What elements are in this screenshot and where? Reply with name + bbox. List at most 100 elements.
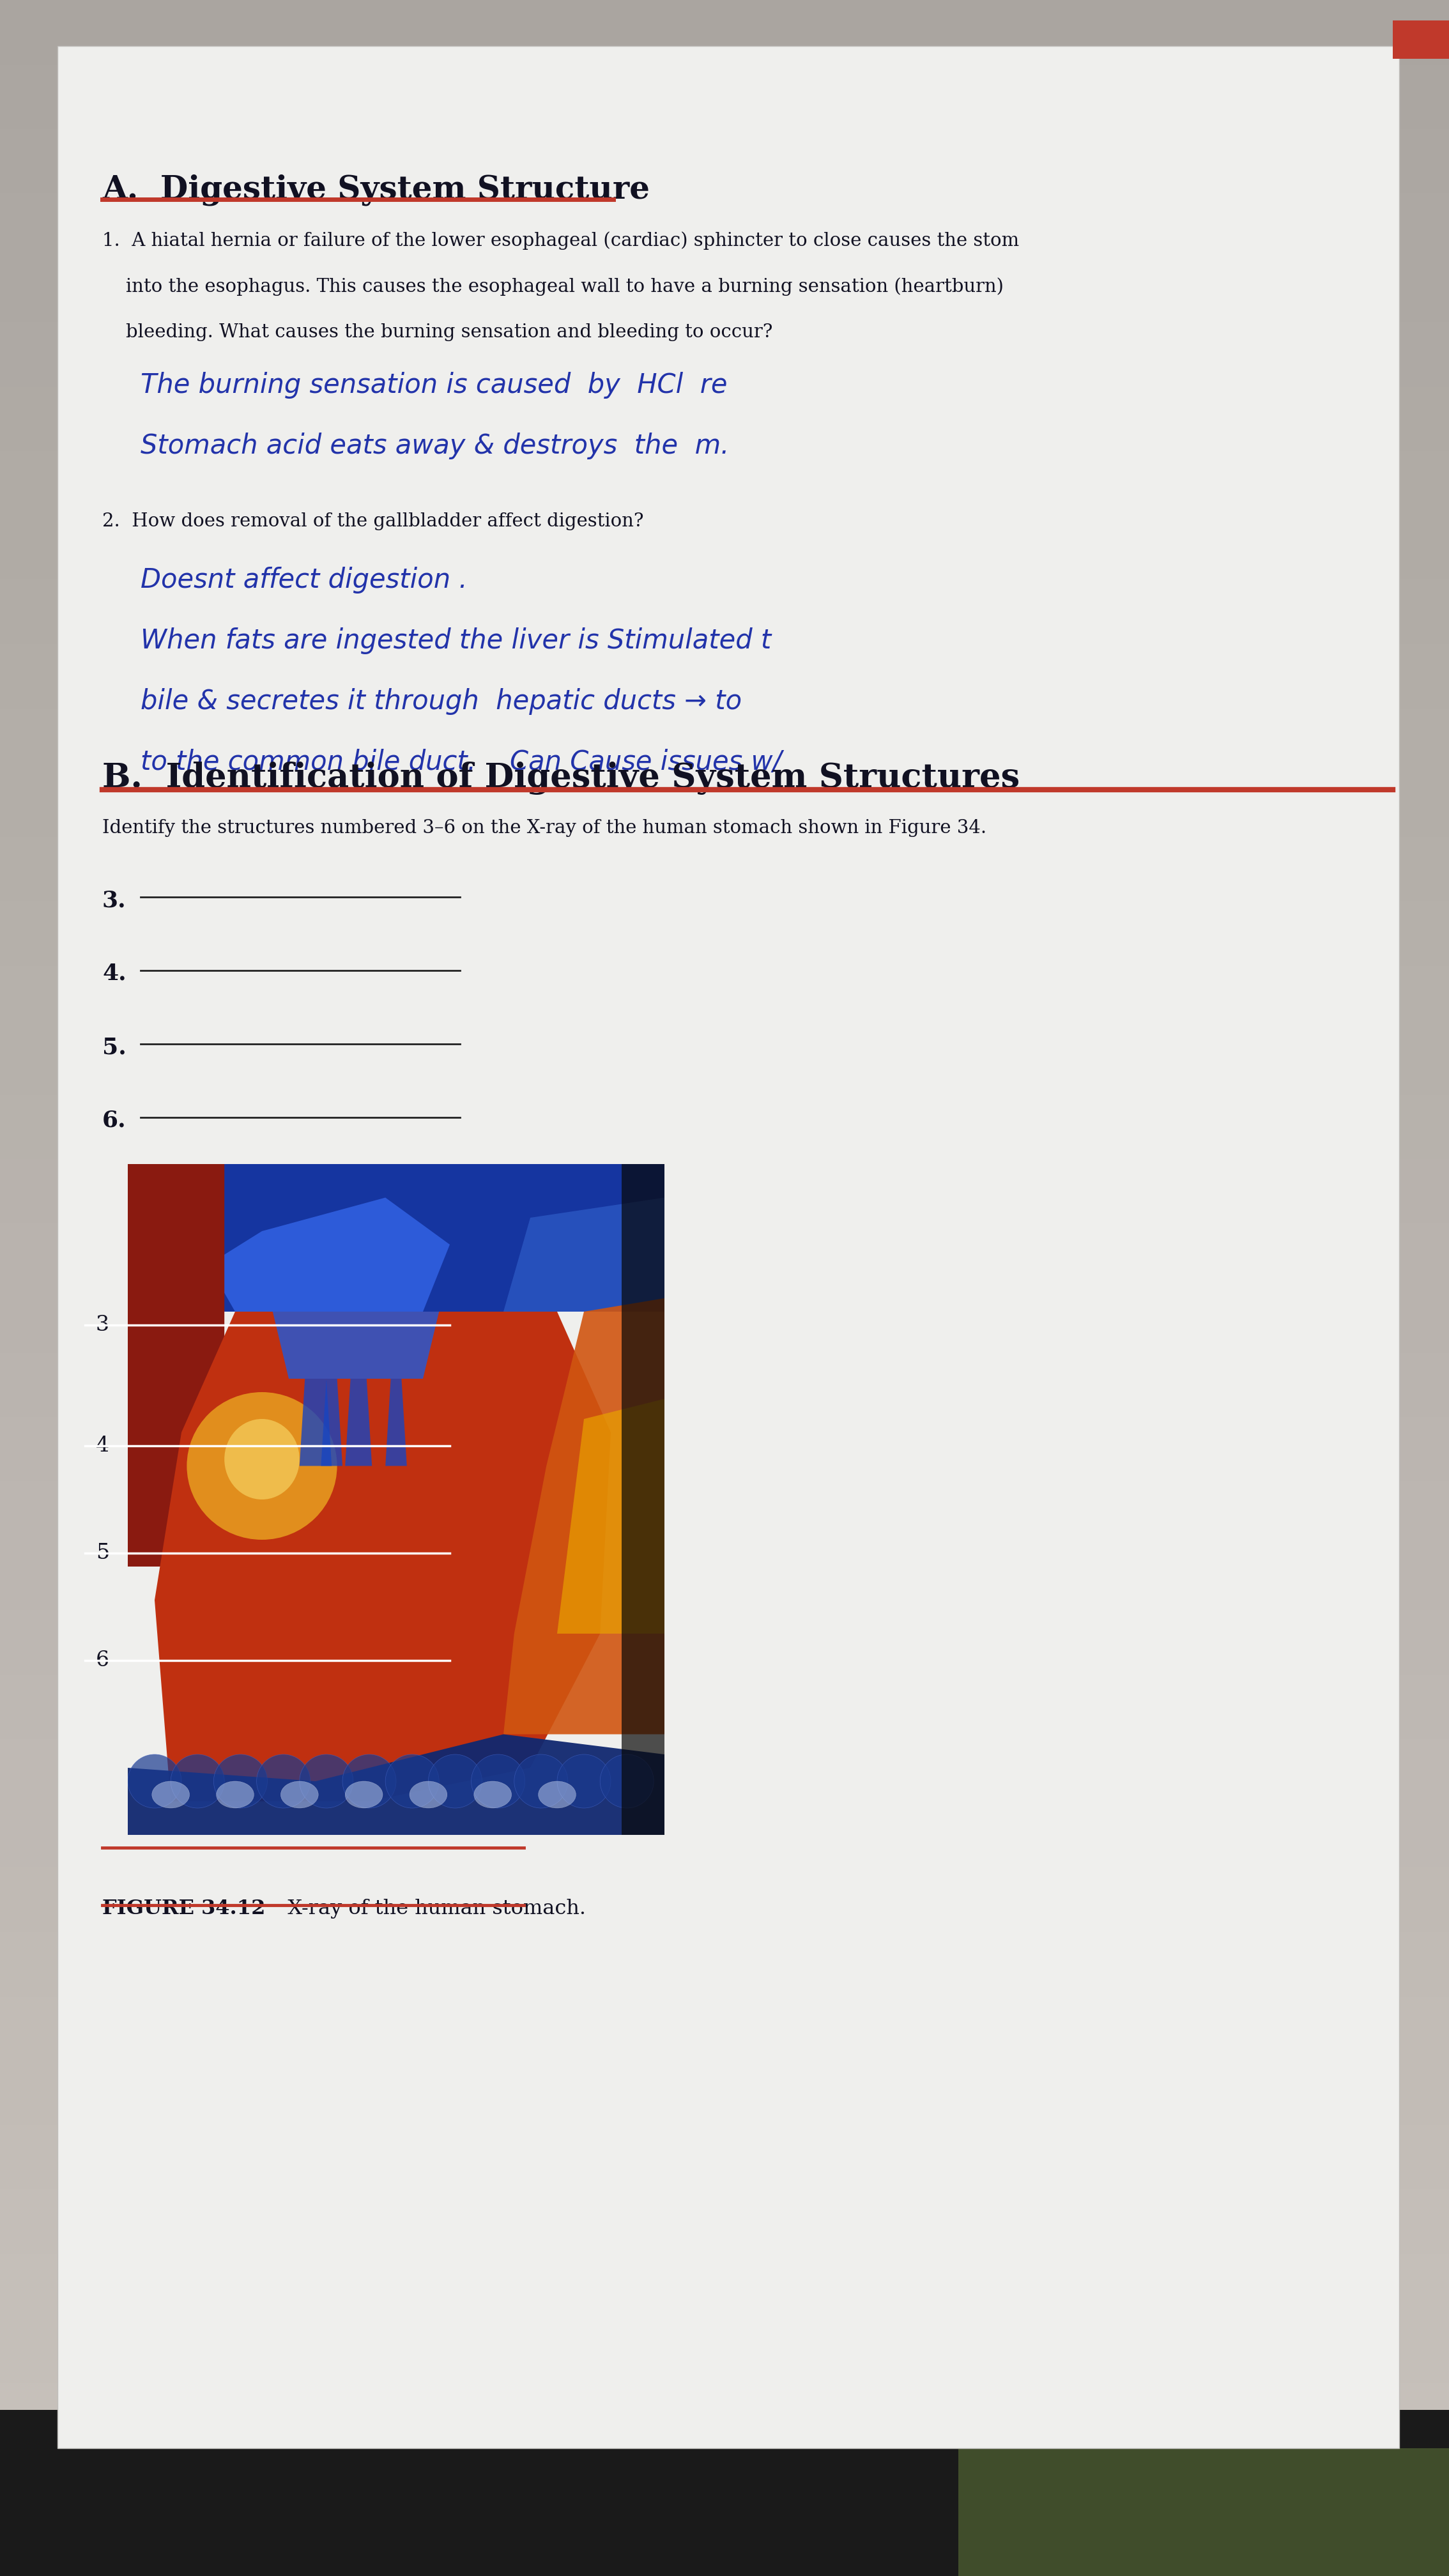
Text: X-ray of the human stomach.: X-ray of the human stomach. [268,1899,585,1919]
Polygon shape [128,1734,665,1834]
Text: A.  Digestive System Structure: A. Digestive System Structure [103,173,649,206]
Text: The burning sensation is caused  by  HCl  re: The burning sensation is caused by HCl r… [141,371,727,399]
Polygon shape [385,1378,407,1466]
Text: 2.  How does removal of the gallbladder affect digestion?: 2. How does removal of the gallbladder a… [103,513,643,531]
FancyBboxPatch shape [1392,21,1449,59]
Bar [0,386,1449,451]
Ellipse shape [474,1780,511,1808]
Polygon shape [128,1164,225,1566]
Text: 5.: 5. [103,1036,126,1059]
Bar [0,0,1449,64]
Text: into the esophagus. This causes the esophageal wall to have a burning sensation : into the esophagus. This causes the esop… [103,278,1004,296]
Bar [0,451,1449,515]
Polygon shape [300,1378,332,1466]
Polygon shape [622,1164,665,1834]
Ellipse shape [281,1780,319,1808]
Ellipse shape [171,1754,225,1808]
Bar [0,1932,1449,1996]
Text: 4: 4 [96,1435,109,1455]
Text: Doesnt affect digestion .: Doesnt affect digestion . [141,567,468,592]
Bar [0,2383,1449,2447]
Bar [0,1417,1449,1481]
Ellipse shape [342,1754,396,1808]
Ellipse shape [213,1754,267,1808]
Bar [0,1481,1449,1546]
Text: 3: 3 [96,1314,110,1334]
Bar [0,837,1449,902]
Bar [0,902,1449,966]
Bar [0,1288,1449,1352]
Ellipse shape [471,1754,525,1808]
Text: 5: 5 [96,1543,110,1564]
Bar [0,773,1449,837]
Text: to the common bile duct.    Can Cause issues w/: to the common bile duct. Can Cause issue… [141,750,781,775]
Ellipse shape [600,1754,653,1808]
Ellipse shape [152,1780,190,1808]
Text: When fats are ingested the liver is Stimulated t: When fats are ingested the liver is Stim… [141,629,771,654]
Text: B.  Identification of Digestive System Structures: B. Identification of Digestive System St… [103,762,1020,796]
Ellipse shape [187,1391,338,1540]
Bar [0,708,1449,773]
Text: 1.  A hiatal hernia or failure of the lower esophageal (cardiac) sphincter to cl: 1. A hiatal hernia or failure of the low… [103,232,1019,250]
Ellipse shape [556,1754,611,1808]
Bar [0,1739,1449,1803]
Bar [0,2061,1449,2125]
Bar [0,322,1449,386]
Text: bleeding. What causes the burning sensation and bleeding to occur?: bleeding. What causes the burning sensat… [103,322,772,340]
Ellipse shape [410,1780,448,1808]
Text: Stomach acid eats away & destroys  the  m.: Stomach acid eats away & destroys the m. [141,433,729,459]
Bar [0,2447,1449,2512]
Bar [0,966,1449,1030]
Polygon shape [503,1198,665,1311]
Bar [0,1352,1449,1417]
Bar [0,1095,1449,1159]
Bar [0,64,1449,129]
Bar [0,1030,1449,1095]
Ellipse shape [225,1419,300,1499]
Bar [0,2254,1449,2318]
Polygon shape [272,1311,439,1378]
Polygon shape [503,1298,665,1734]
Text: FIGURE 34.12: FIGURE 34.12 [103,1899,265,1919]
Bar [0,2411,1449,2576]
Text: 3.: 3. [103,889,126,912]
Ellipse shape [128,1754,181,1808]
Ellipse shape [429,1754,483,1808]
Polygon shape [322,1378,342,1466]
Ellipse shape [300,1754,354,1808]
Bar [0,1546,1449,1610]
Bar [0,1610,1449,1674]
Bar [0,2512,1449,2576]
Bar [0,258,1449,322]
Bar [0,2125,1449,2190]
Polygon shape [209,1198,449,1311]
Bar [0,515,1449,580]
Bar [0,1224,1449,1288]
Text: 6.: 6. [103,1110,126,1131]
Polygon shape [155,1311,611,1801]
Polygon shape [556,1399,665,1633]
Ellipse shape [539,1780,575,1808]
Text: bile & secretes it through  hepatic ducts → to: bile & secretes it through hepatic ducts… [141,688,742,716]
Bar [0,1674,1449,1739]
Text: 6: 6 [96,1651,110,1672]
Bar [0,1868,1449,1932]
Ellipse shape [514,1754,568,1808]
Bar [958,2447,1449,2576]
Ellipse shape [256,1754,310,1808]
Bar [0,2318,1449,2383]
Bar [0,580,1449,644]
Bar [0,129,1449,193]
FancyBboxPatch shape [58,46,1400,2447]
Polygon shape [345,1378,372,1466]
Text: Identify the structures numbered 3–6 on the X-ray of the human stomach shown in : Identify the structures numbered 3–6 on … [103,819,987,837]
Bar [0,2190,1449,2254]
Polygon shape [128,1164,665,1311]
Bar [0,1996,1449,2061]
Text: 4.: 4. [103,963,126,984]
Bar [0,193,1449,258]
Bar [0,1159,1449,1224]
Ellipse shape [216,1780,254,1808]
Bar [0,1803,1449,1868]
Ellipse shape [345,1780,383,1808]
